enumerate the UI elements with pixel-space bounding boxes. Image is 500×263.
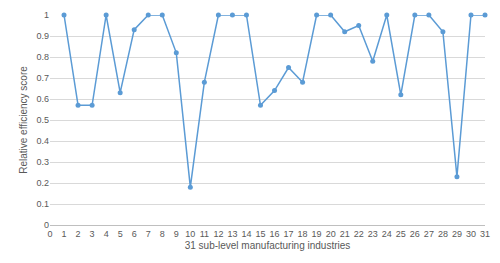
svg-text:0.1: 0.1 [36,199,49,209]
svg-text:0.9: 0.9 [36,31,49,41]
svg-text:11: 11 [200,229,209,239]
svg-text:0.4: 0.4 [36,136,49,146]
svg-text:27: 27 [424,229,434,239]
svg-text:0.8: 0.8 [36,52,49,62]
svg-text:0: 0 [47,229,52,239]
svg-text:30: 30 [466,229,476,239]
svg-text:3: 3 [90,229,95,239]
svg-text:6: 6 [132,229,137,239]
svg-text:4: 4 [104,229,109,239]
svg-text:8: 8 [160,229,165,239]
svg-text:1: 1 [44,10,49,20]
svg-text:5: 5 [118,229,123,239]
svg-text:17: 17 [284,229,294,239]
svg-text:21: 21 [340,229,350,239]
svg-text:15: 15 [255,229,265,239]
svg-text:24: 24 [382,229,392,239]
svg-text:28: 28 [438,229,448,239]
svg-text:Relative efficiency score: Relative efficiency score [18,66,29,174]
svg-text:9: 9 [174,229,179,239]
svg-text:31: 31 [480,229,490,239]
svg-text:10: 10 [185,229,195,239]
svg-text:14: 14 [241,229,251,239]
svg-text:0.2: 0.2 [36,178,49,188]
svg-text:13: 13 [227,229,237,239]
svg-text:23: 23 [368,229,378,239]
svg-text:18: 18 [298,229,308,239]
svg-text:0: 0 [44,220,49,230]
svg-text:19: 19 [312,229,322,239]
svg-text:20: 20 [326,229,336,239]
svg-text:22: 22 [354,229,364,239]
svg-text:31 sub-level manufacturing ind: 31 sub-level manufacturing industries [185,240,351,251]
svg-text:2: 2 [76,229,81,239]
svg-text:0.3: 0.3 [36,157,49,167]
svg-text:26: 26 [410,229,420,239]
svg-text:16: 16 [270,229,280,239]
svg-text:1: 1 [62,229,67,239]
svg-text:0.6: 0.6 [36,94,49,104]
svg-text:25: 25 [396,229,406,239]
svg-text:12: 12 [213,229,223,239]
svg-text:7: 7 [146,229,151,239]
svg-text:29: 29 [452,229,462,239]
svg-text:0.5: 0.5 [36,115,49,125]
svg-text:0.7: 0.7 [36,73,49,83]
